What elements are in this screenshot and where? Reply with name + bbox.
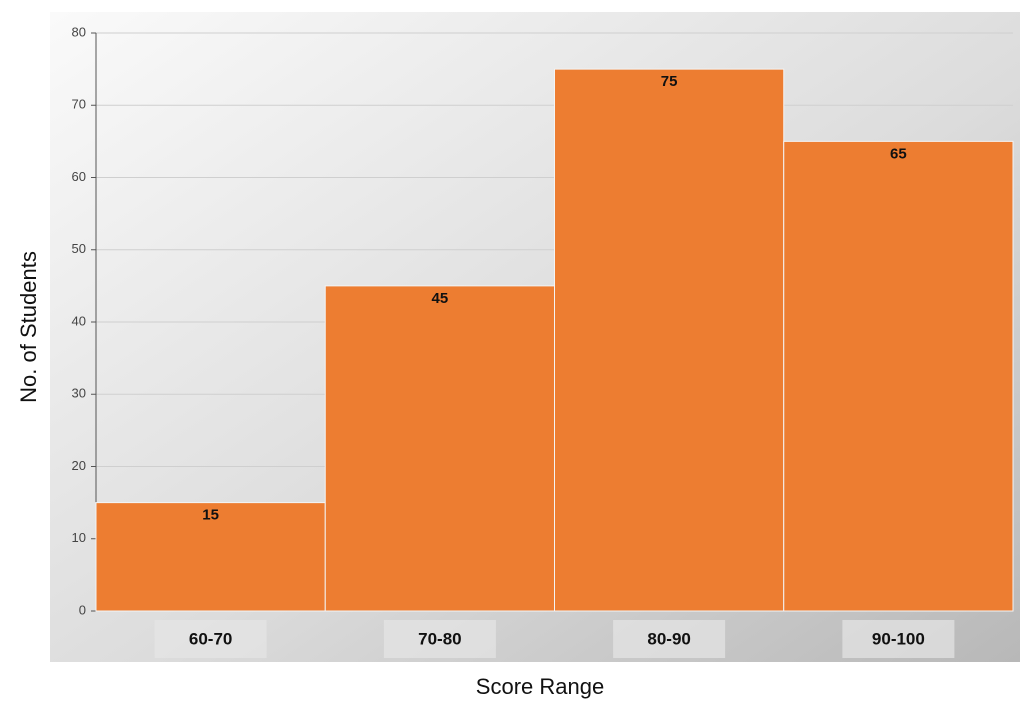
x-tick-label: 70-80	[418, 629, 461, 648]
y-tick-label: 40	[72, 313, 86, 328]
category-label-box	[383, 620, 496, 658]
y-tick-label: 60	[72, 169, 86, 184]
y-tick-label: 20	[72, 458, 86, 473]
bar	[95, 502, 326, 612]
y-tick-label: 10	[72, 530, 86, 545]
data-label: 65	[890, 145, 907, 162]
y-tick-label: 30	[72, 386, 86, 401]
x-tick-label: 90-100	[872, 629, 925, 648]
category-label-box	[613, 620, 726, 658]
bar	[554, 68, 785, 612]
y-tick-label: 70	[72, 97, 86, 112]
bar	[324, 285, 555, 612]
data-label: 15	[202, 507, 219, 524]
x-axis-title: Score Range	[476, 674, 604, 699]
x-tick-label: 60-70	[189, 629, 232, 648]
y-tick-label: 0	[79, 602, 86, 617]
y-tick-label: 80	[72, 24, 86, 39]
data-label: 75	[661, 73, 678, 90]
category-label-box	[842, 620, 955, 658]
category-label-box	[154, 620, 267, 658]
data-label: 45	[432, 290, 449, 307]
y-tick-label: 50	[72, 241, 86, 256]
y-axis-title: No. of Students	[16, 251, 41, 403]
bar	[783, 140, 1014, 612]
x-tick-label: 80-90	[647, 629, 690, 648]
